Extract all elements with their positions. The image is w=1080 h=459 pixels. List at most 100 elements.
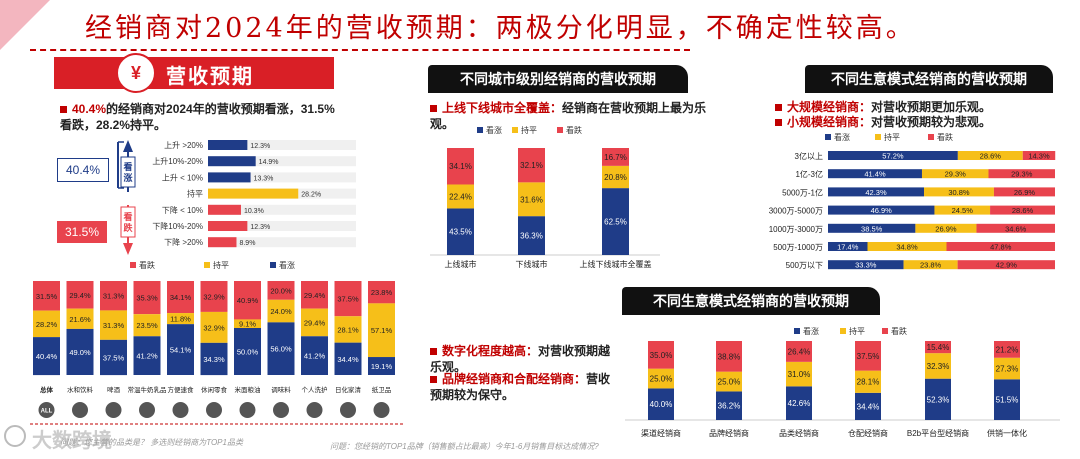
city-category-label: 上线城市 [445,259,477,269]
model-bar-segment [994,357,1020,380]
scale-note-1-text: 对营收预期更加乐观。 [871,100,992,114]
cat-value-label: 41.2% [304,352,326,361]
city-note: 上线下线城市全覆盖：经销商在营收预期上最为乐观。 [430,100,710,132]
scale-value-label: 24.5% [952,206,974,215]
cat-bar-segment [167,313,194,325]
cat-category-label: 米面粮油 [235,385,261,394]
scale-value-label: 42.3% [865,188,887,197]
scale-note-1: 大规模经销商：对营收预期更加乐观。 [775,99,1035,115]
cat-category-label: 个人洗护 [302,385,328,394]
model-category-label: 品牌经销商 [709,428,749,438]
legend-swatch [130,262,136,268]
cat-bar-segment [66,308,94,329]
city-bar-segment [447,208,474,255]
cat-value-label: 40.4% [36,352,58,361]
scale-bar-segment [828,260,904,270]
scale-value-label: 47.8% [990,243,1012,252]
model-bar-segment [716,341,742,372]
city-value-label: 22.4% [449,192,472,201]
city-note-highlight: 上线下线城市全覆盖： [442,101,563,115]
cat-bar-segment [368,357,395,375]
dist-category-label: 下降 >20% [164,237,203,247]
model-bar-segment [716,391,742,420]
dist-bar [208,204,241,215]
scale-bar-segment [957,260,1055,270]
scale-category-label: 3000万-5000万 [769,207,823,216]
cat-category-label: 休闲零食 [201,385,228,394]
model-category-label: B2b平台型经销商 [907,428,969,438]
model-value-label: 28.1% [857,378,880,387]
scale-value-label: 28.6% [980,152,1002,161]
cat-value-label: 29.4% [304,291,326,300]
cat-bar-segment [66,328,94,375]
cat-bar-segment [234,319,261,328]
cat-value-label: 29.4% [304,318,326,327]
city-bar-segment [447,184,474,209]
cat-bar-segment [334,316,362,343]
cat-bar-segment [33,310,60,338]
dist-bar-bg [208,237,356,248]
scale-bar-segment [921,169,989,179]
scale-value-label: 29.3% [945,170,967,179]
legend-label: 看涨 [279,260,295,270]
rice-bag-icon [239,402,256,418]
milk-icon [139,402,155,418]
city-value-label: 32.1% [520,161,543,170]
bullet-square [430,348,437,356]
model-category-label: 供销一体化 [987,428,1027,438]
model-value-label: 31.0% [788,370,811,379]
legend-swatch [928,134,934,140]
down-label-box [120,206,136,238]
city-bar-segment [602,148,629,166]
model-value-label: 37.5% [857,352,880,361]
model-bar-segment [925,378,951,420]
footnote-mid: 问题：您经销的TOP1品牌（销售额占比最高）今年1-6月销售目标达成情况? [330,442,599,451]
bullet-square [430,376,437,384]
dist-bar-bg [208,156,356,167]
scale-value-label: 34.8% [896,243,918,252]
cat-value-label: 34.4% [337,355,359,364]
scale-bar-segment [915,223,977,233]
scale-value-label: 23.8% [920,261,942,270]
cat-bar-segment [100,339,127,376]
cat-bar-segment [334,342,362,375]
model-note-2-text: 营收预期较为保守。 [430,372,611,402]
up-label-char-1: 看 [123,161,132,172]
model-bar-segment [994,379,1020,420]
scale-value-label: 30.8% [948,188,970,197]
scale-value-label: 28.6% [1012,206,1034,215]
cat-bar-segment [66,281,94,309]
dist-value-label: 12.3% [250,224,270,231]
model-bar-segment [925,353,951,379]
scale-value-label: 57.2% [882,152,904,161]
model-category-label: 品类经销商 [779,428,819,438]
model-note-2-highlight: 品牌经销商和合配经销商： [442,372,587,386]
scale-bar-segment [934,205,991,215]
cat-bar-segment [200,311,228,343]
section-header: ¥ 营收预期 [54,53,334,93]
dist-category-label: 持平 [187,189,203,199]
cat-value-label: 31.3% [103,321,125,330]
cat-bar-segment [301,336,328,375]
city-bar-segment [447,148,474,185]
cat-value-label: 54.1% [170,346,192,355]
cat-category-label: 日化家清 [335,385,362,394]
corner-decoration [0,0,50,50]
cat-value-label: 32.9% [203,292,225,301]
model-value-label: 36.2% [718,402,741,411]
noodle-bowl-icon [172,402,189,418]
model-chart: 看涨 持平 看跌 40.0% 25.0% 35.0% 渠道经销商 36.2% 25.0% 38.8… [625,326,1060,438]
scale-value-label: 26.9% [935,224,957,233]
model-bar-segment [716,371,742,392]
city-chart-title: 不同城市级别经销商的营收预期 [428,65,688,93]
model-value-label: 35.0% [650,351,673,360]
shampoo-icon [306,402,323,418]
cat-bar-segment [167,324,194,375]
cat-bar-segment [167,281,194,314]
scale-bar-segment [990,205,1055,215]
scale-bar-segment [828,205,935,215]
all-icon [38,402,55,418]
model-bar-segment [648,368,674,389]
model-category-label: 渠道经销商 [641,428,681,438]
legend-swatch [512,127,518,133]
